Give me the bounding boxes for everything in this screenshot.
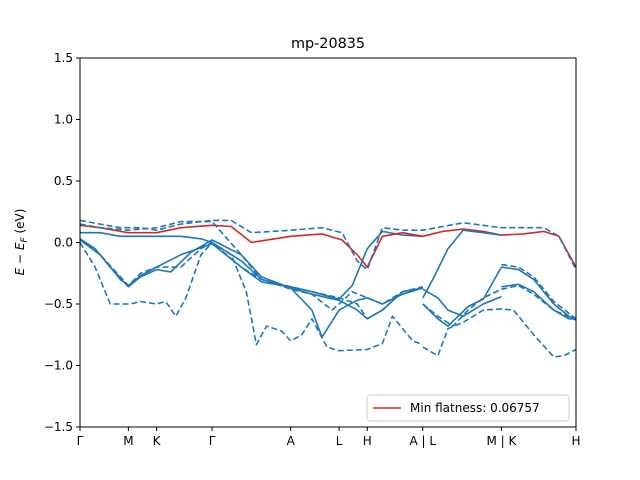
y-tick-label: −1.0 [44,359,73,373]
x-tick-label: A | L [409,434,436,448]
y-axis-label-main: E − E [13,242,27,275]
y-axis: −1.5 −1.0 −0.5 0.0 0.5 1.0 1.5 [44,51,80,434]
x-tick-label: K [153,434,162,448]
band-line-3 [80,224,576,268]
legend-box [366,394,570,422]
band-line-4 [422,288,502,318]
band-line-8 [501,283,576,320]
x-tick-label: H [571,434,580,448]
band-line-9 [80,219,576,271]
y-axis-label-unit: (eV) [13,209,27,238]
band-lines [80,219,576,358]
band-line-13 [422,308,576,358]
x-tick-label: Γ [209,434,216,448]
y-tick-label: −1.5 [44,420,73,434]
y-tick-label: −0.5 [44,297,73,311]
band-line-15 [501,263,576,320]
x-tick-label: M | K [486,434,517,448]
band-line-12 [80,238,423,311]
legend-label: Min flatness: 0.06757 [410,401,540,415]
band-line-7 [501,266,576,320]
x-tick-label: A [287,434,296,448]
x-tick-label: M [123,434,133,448]
y-tick-label: 0.5 [54,174,73,188]
band-line-5 [422,229,502,299]
y-axis-label: E − EF (eV) [13,209,30,276]
band-line-10 [80,220,423,320]
band-line-0 [80,231,423,320]
x-tick-label: L [336,434,343,448]
plot-frame [79,57,577,428]
x-tick-label: Γ [77,434,84,448]
x-axis: Γ M K Γ A L H A | L M | K H [77,427,581,448]
band-line-11 [80,241,424,352]
chart-title: mp-20835 [291,36,365,52]
y-tick-label: 1.5 [54,51,73,65]
band-line-6 [422,266,503,327]
band-line-14 [422,284,576,327]
legend: Min flatness: 0.06757 [366,394,570,422]
y-axis-label-sub: F [20,237,30,243]
y-tick-label: 0.0 [54,236,73,250]
y-tick-label: 1.0 [54,113,73,127]
x-tick-label: H [363,434,372,448]
